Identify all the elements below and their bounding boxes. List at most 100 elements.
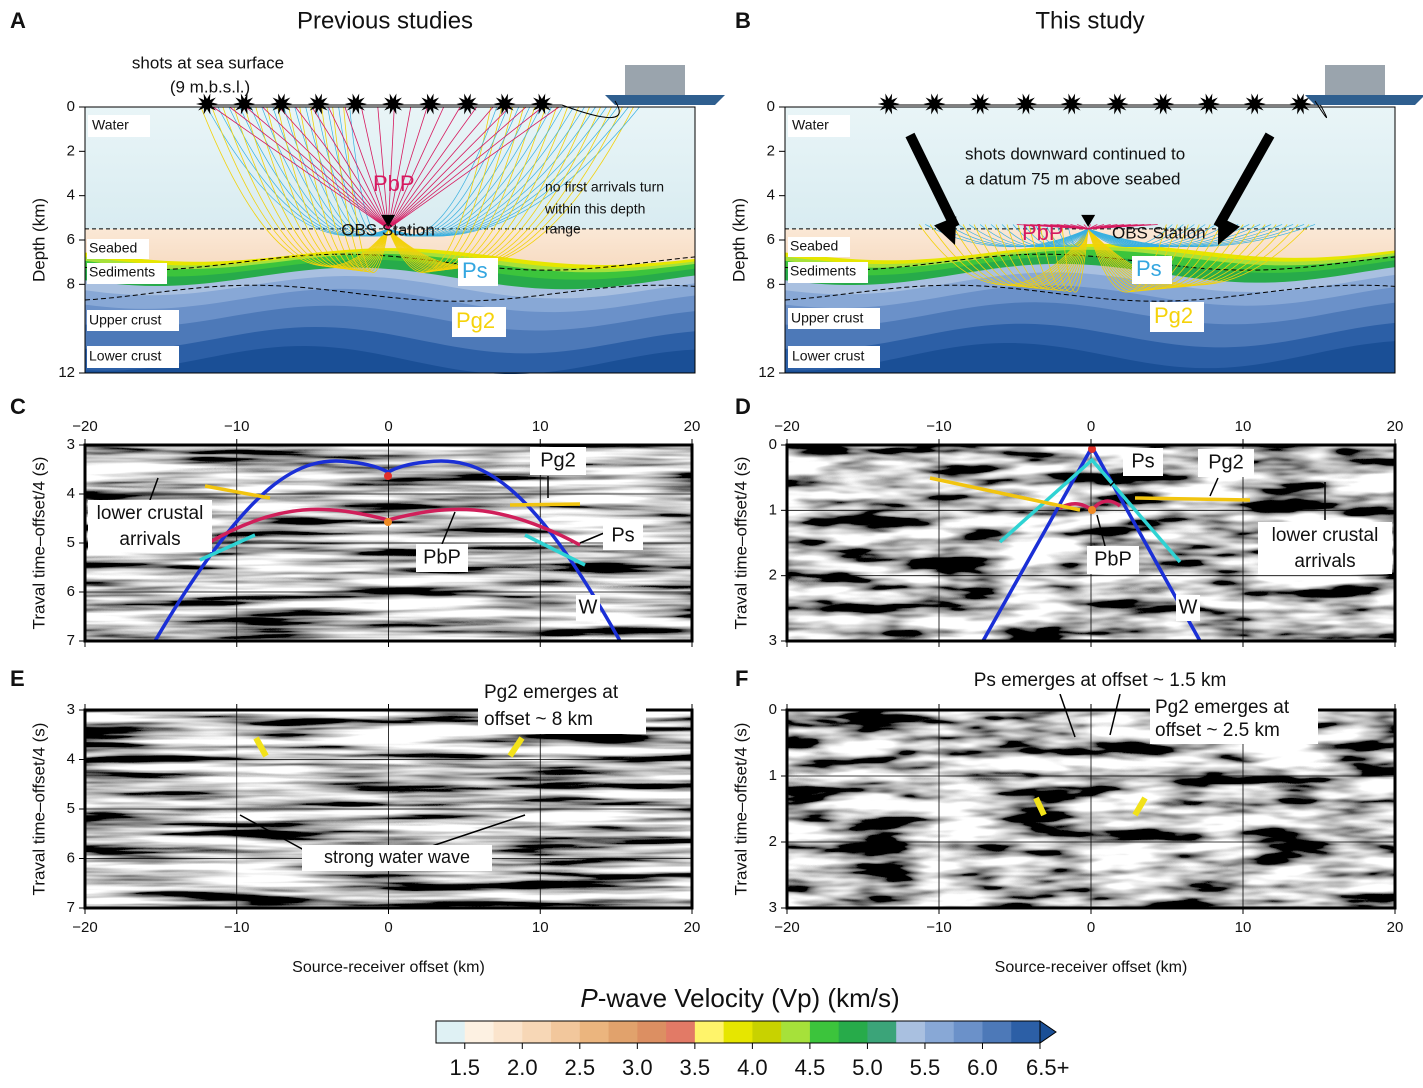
panel-letter: A	[10, 8, 26, 33]
panel-letter: D	[735, 394, 751, 419]
layer-label: Sediments	[89, 264, 155, 280]
y-axis-label: Traval time–offset/4 (s)	[29, 457, 48, 630]
x-tick-label: 10	[532, 919, 549, 936]
y-tick-label: 6	[67, 849, 75, 866]
colorbar-title-text: -wave Velocity (Vp) (km/s)	[598, 983, 900, 1013]
y-tick-label: 12	[58, 364, 75, 381]
y-tick-label: 4	[67, 187, 75, 204]
annotation: strong water wave	[324, 847, 470, 867]
y-tick-label: 8	[67, 275, 75, 292]
colorbar-tick-label: 3.0	[622, 1055, 653, 1080]
x-tick-label: 0	[1087, 418, 1095, 435]
phase-label: Pg2	[1208, 451, 1244, 473]
colorbar-swatch	[522, 1021, 551, 1043]
colorbar-swatch	[465, 1021, 494, 1043]
colorbar-swatch	[609, 1021, 638, 1043]
panel-letter: F	[735, 666, 748, 691]
x-tick-label: −20	[72, 418, 97, 435]
colorbar-tick-label: 5.5	[910, 1055, 941, 1080]
ship-deck	[1325, 65, 1385, 95]
colorbar-title-italic: P	[580, 983, 598, 1013]
x-tick-label: 10	[1235, 919, 1252, 936]
colorbar-swatch	[982, 1021, 1011, 1043]
annotation: arrivals	[1294, 551, 1355, 572]
phase-label: Ps	[1136, 256, 1162, 281]
colorbar-swatch	[695, 1021, 724, 1043]
y-tick-label: 7	[67, 899, 75, 916]
annotation: Pg2 emerges at	[1155, 697, 1290, 718]
phase-label: PbP	[1094, 548, 1132, 570]
x-tick-label: 10	[532, 418, 549, 435]
annotation: lower crustal	[97, 503, 204, 524]
x-tick-label: 0	[384, 418, 392, 435]
y-tick-label: 6	[67, 583, 75, 600]
pick-dot	[384, 472, 392, 480]
colorbar-swatch	[724, 1021, 753, 1043]
x-tick-label: 0	[384, 919, 392, 936]
annotation: within this depth	[544, 201, 645, 217]
colorbar-swatch	[666, 1021, 695, 1043]
y-tick-label: 1	[769, 767, 777, 784]
layer-label: Lower crust	[89, 348, 161, 364]
station-label: OBS Station	[1112, 223, 1206, 242]
y-axis-label: Traval time–offset/4 (s)	[29, 723, 48, 896]
annotation: offset ~ 8 km	[484, 709, 593, 730]
annotation: Pg2 emerges at	[484, 682, 619, 703]
y-tick-label: 2	[769, 567, 777, 584]
station-label: OBS Station	[341, 220, 435, 239]
colorbar-swatch	[839, 1021, 868, 1043]
layer-label: Seabed	[89, 240, 137, 256]
y-tick-label: 4	[67, 485, 75, 502]
colorbar-swatch	[1011, 1021, 1040, 1043]
phase-label: W	[579, 596, 598, 618]
x-tick-label: −20	[774, 919, 799, 936]
annotation: arrivals	[119, 529, 180, 550]
ship	[1305, 95, 1423, 105]
colorbar-tick-label: 1.5	[449, 1055, 480, 1080]
y-tick-label: 8	[767, 275, 775, 292]
layer-label: Sediments	[790, 263, 856, 279]
colorbar-tick-label: 2.0	[507, 1055, 538, 1080]
colorbar-swatch	[810, 1021, 839, 1043]
layer-label: Water	[92, 117, 129, 133]
colorbar-tick-label: 6.5+	[1026, 1055, 1069, 1080]
phase-pick	[1135, 498, 1250, 500]
x-tick-label: −10	[224, 919, 249, 936]
x-tick-label: 20	[1387, 919, 1404, 936]
x-tick-label: −20	[774, 418, 799, 435]
y-tick-label: 12	[758, 364, 775, 381]
figure: 0246812Depth (km)0246812Depth (km)34567T…	[0, 0, 1423, 1083]
colorbar-swatch	[781, 1021, 810, 1043]
y-tick-label: 3	[67, 436, 75, 453]
y-tick-label: 0	[769, 436, 777, 453]
pick-dot	[384, 518, 392, 526]
phase-pick	[510, 504, 580, 505]
y-tick-label: 6	[67, 231, 75, 248]
colorbar-tick-label: 3.5	[680, 1055, 711, 1080]
y-tick-label: 7	[67, 632, 75, 649]
phase-label: W	[1179, 596, 1198, 618]
colorbar-swatch	[580, 1021, 609, 1043]
ship-deck	[625, 65, 685, 95]
x-tick-label: −10	[926, 418, 951, 435]
colorbar-swatch	[551, 1021, 580, 1043]
annotation: shots at sea surface	[132, 53, 284, 72]
colorbar-arrow	[1040, 1021, 1056, 1043]
y-tick-label: 2	[67, 142, 75, 159]
phase-label: PbP	[423, 546, 461, 568]
x-tick-label: 20	[1387, 418, 1404, 435]
y-axis-label: Traval time–offset/4 (s)	[731, 723, 750, 896]
y-tick-label: 4	[767, 187, 775, 204]
colorbar-swatch	[436, 1021, 465, 1043]
x-tick-label: 0	[1087, 919, 1095, 936]
colorbar-swatch	[954, 1021, 983, 1043]
colorbar-swatch	[494, 1021, 523, 1043]
annotation: no first arrivals turn	[545, 179, 664, 195]
phase-label: Ps	[462, 258, 488, 283]
x-axis-label: Source-receiver offset (km)	[995, 959, 1188, 976]
colorbar-swatch	[867, 1021, 896, 1043]
panel-letter: E	[10, 666, 25, 691]
panel-letter: B	[735, 8, 751, 33]
colorbar-tick-label: 5.0	[852, 1055, 883, 1080]
y-tick-label: 3	[769, 632, 777, 649]
